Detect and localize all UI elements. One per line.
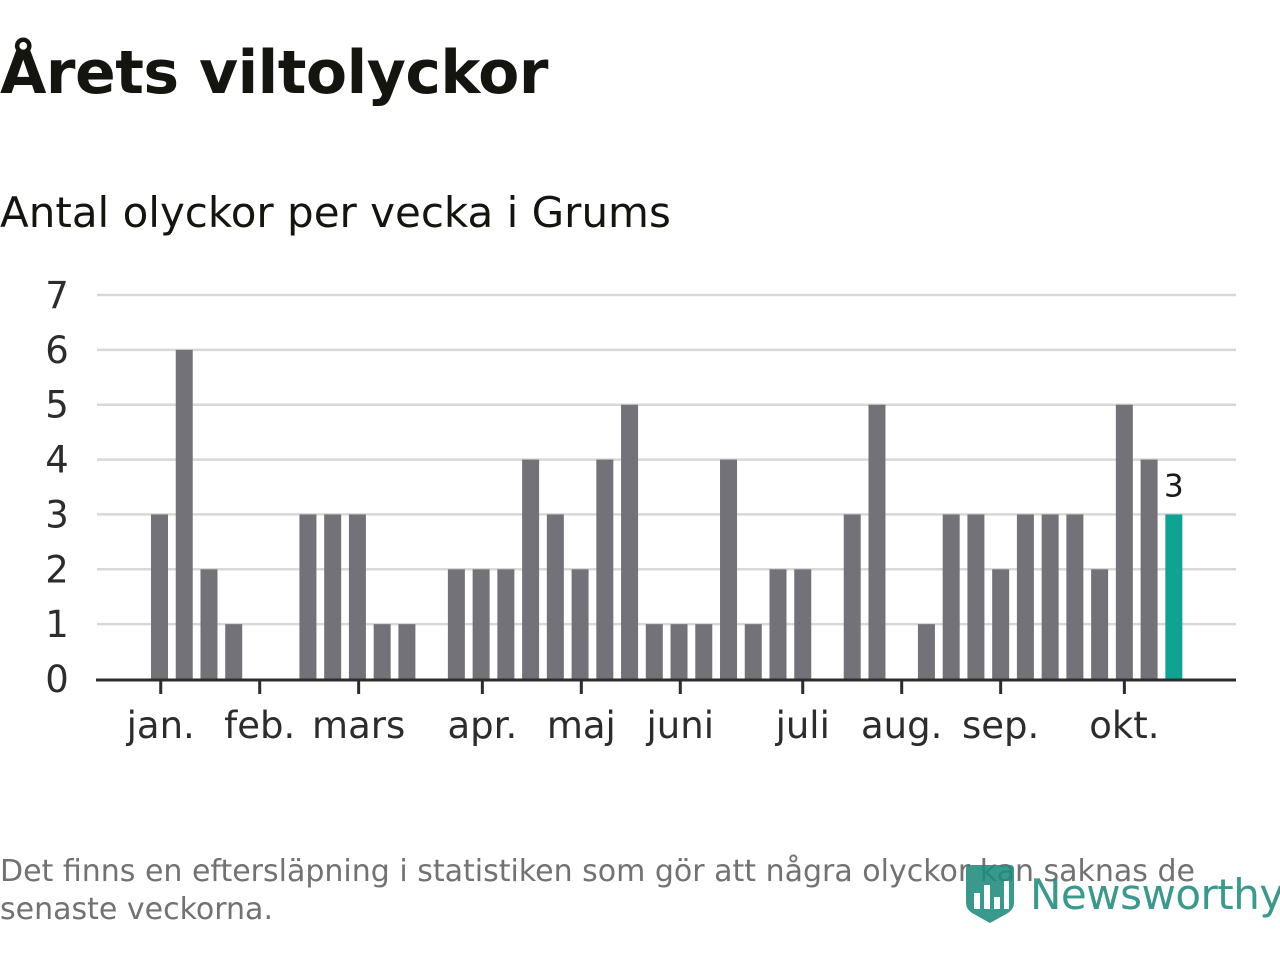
x-axis (96, 678, 1236, 694)
bar (546, 514, 564, 679)
x-tick-label: juni (646, 704, 714, 747)
bar (373, 624, 391, 679)
bar (447, 569, 465, 679)
x-tick-label: mars (312, 704, 405, 747)
bar (621, 404, 639, 679)
bar (299, 514, 317, 679)
annotations: 3 (1164, 468, 1184, 504)
bar-highlighted (1165, 514, 1183, 679)
chart-title: Årets viltolyckor (0, 38, 549, 108)
bar (571, 569, 589, 679)
bar (868, 404, 886, 679)
x-tick-label: maj (547, 704, 616, 747)
bar (151, 514, 168, 679)
bar (942, 514, 960, 679)
bar (497, 569, 515, 679)
bar-chart-shield-icon (966, 865, 1014, 923)
x-tick-label: jan. (126, 704, 195, 747)
bar (917, 624, 935, 679)
bar (695, 624, 713, 679)
bar (398, 624, 416, 679)
y-tick-label: 4 (45, 439, 69, 482)
y-tick-labels: 0 1 2 3 4 5 6 7 (45, 274, 69, 701)
bars (151, 349, 1183, 679)
bar (472, 569, 490, 679)
chart-subtitle: Antal olyckor per vecka i Grums (0, 188, 671, 237)
bar (992, 569, 1010, 679)
bar (1066, 514, 1084, 679)
bar-chart: 0 1 2 3 4 5 6 7 jan. feb. mars apr. maj juni juli aug.… (45, 274, 1236, 747)
bar (720, 459, 738, 679)
y-tick-label: 2 (45, 548, 69, 591)
bar (670, 624, 688, 679)
x-tick-labels: jan. feb. mars apr. maj juni juli aug. sep. okt. (126, 704, 1160, 747)
x-tick-label: juli (775, 704, 830, 747)
y-tick-label: 0 (45, 658, 69, 701)
bar (645, 624, 663, 679)
bar (843, 514, 861, 679)
x-tick-label: aug. (861, 704, 942, 747)
bar (1016, 514, 1034, 679)
bar (225, 624, 243, 679)
bar (596, 459, 614, 679)
bar (1140, 459, 1158, 679)
highlight-value-label: 3 (1164, 468, 1184, 504)
logo-text: Newsworthy (1030, 869, 1280, 919)
y-tick-label: 1 (45, 603, 69, 646)
bar (348, 514, 366, 679)
bar (794, 569, 812, 679)
y-tick-label: 5 (45, 384, 69, 427)
y-tick-label: 7 (45, 274, 69, 317)
y-tick-label: 6 (45, 329, 69, 372)
x-tick-label: okt. (1089, 704, 1159, 747)
bar (324, 514, 342, 679)
x-tick-label: sep. (962, 704, 1039, 747)
bar (175, 349, 193, 679)
x-tick-label: feb. (224, 704, 295, 747)
bar (1091, 569, 1109, 679)
y-tick-label: 3 (45, 493, 69, 536)
grid-lines (97, 293, 1236, 626)
bar (200, 569, 218, 679)
newsworthy-logo: Newsworthy (964, 862, 1280, 926)
bar (522, 459, 540, 679)
x-tick-label: apr. (447, 704, 517, 747)
bar (769, 569, 787, 679)
bar (1041, 514, 1059, 679)
bar (967, 514, 985, 679)
bar (744, 624, 762, 679)
bar (1115, 404, 1133, 679)
